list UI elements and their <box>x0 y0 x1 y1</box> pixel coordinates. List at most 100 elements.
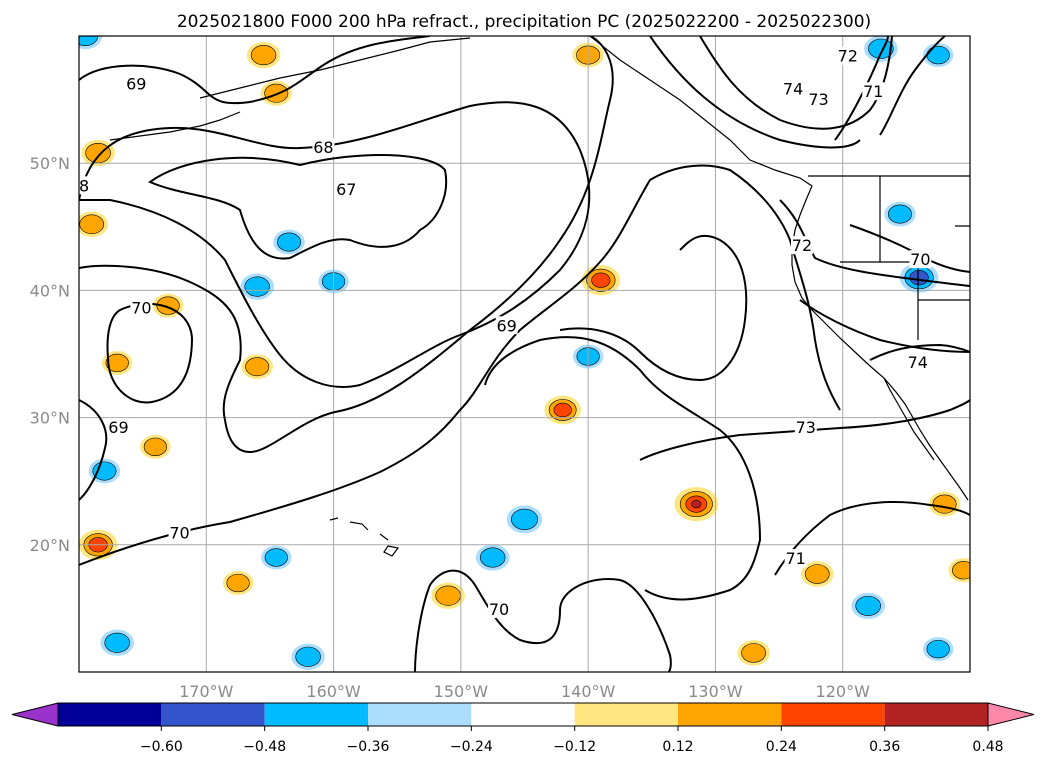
precip-level <box>295 646 321 667</box>
lon-tick-label: 170°W <box>179 682 234 701</box>
precip-blob <box>261 545 292 570</box>
contour-73-south <box>639 399 970 461</box>
lat-tick-label: 30°N <box>30 409 70 428</box>
precip-blob <box>101 350 133 375</box>
contour-73-east <box>799 299 970 353</box>
precip-level <box>277 232 301 252</box>
lat-tick-label: 40°N <box>30 281 70 300</box>
colorbar-bin <box>884 703 988 726</box>
precip-blob <box>948 558 970 583</box>
precip-blob <box>431 582 465 609</box>
contour-71-south <box>774 501 970 576</box>
contour-label-bg <box>495 316 518 335</box>
contour-label-bg <box>862 82 885 101</box>
contour-label: 68 <box>69 176 89 195</box>
contour-70-west <box>79 36 614 454</box>
contour-label: 70 <box>131 298 151 317</box>
contour-label-bg <box>335 180 358 199</box>
precip-blob <box>737 640 770 666</box>
precip-blob <box>800 561 834 587</box>
contour-label: 72 <box>838 47 858 66</box>
precip-blob <box>851 592 885 619</box>
precip-level <box>92 461 117 481</box>
chart-title: 2025021800 F000 200 hPa refract., precip… <box>177 12 871 32</box>
precip-blob <box>246 41 281 69</box>
contour-label-bg <box>784 549 807 568</box>
colorbar-tick-label: 0.36 <box>869 739 900 755</box>
contour-label-bg <box>168 523 191 542</box>
precip-level <box>105 353 129 373</box>
precip-level <box>264 548 288 567</box>
contour-70-east <box>484 336 762 601</box>
colorbar-bin <box>58 703 162 726</box>
precip-blob <box>260 80 293 106</box>
lat-tick-label: 50°N <box>30 154 70 173</box>
hawaii-islands <box>329 517 400 557</box>
precip-level <box>143 437 167 457</box>
precip-level <box>250 45 277 66</box>
contour-69-north <box>79 36 431 105</box>
latitude-ticks: 50°N 40°N 30°N 20°N <box>30 154 70 555</box>
precip-level <box>888 204 912 224</box>
colorbar-tick-label: 0.12 <box>662 739 693 755</box>
contour-70-southwest <box>414 569 672 672</box>
colorbar-extend-max <box>987 702 1035 727</box>
colorbar-tick-label: 0.48 <box>972 739 1003 755</box>
contour-label: 70 <box>169 524 189 543</box>
precip-level <box>553 402 572 418</box>
colorbar-extend-min <box>11 702 59 727</box>
contour-label: 69 <box>108 418 128 437</box>
precip-level <box>691 500 702 509</box>
precip-level <box>741 643 766 663</box>
colorbar-tick-label: 0.24 <box>766 739 797 755</box>
precip-level <box>245 357 270 377</box>
contour-label-bg <box>807 89 830 108</box>
precip-level <box>926 639 950 659</box>
precip-blob <box>240 273 274 300</box>
contour-label: 73 <box>808 90 828 109</box>
longitude-ticks: 170°W 160°W 150°W 140°W 130°W 120°W <box>179 682 870 701</box>
colorbar-tick-label: −0.12 <box>553 739 596 755</box>
precip-blob <box>674 486 719 522</box>
precip-level <box>932 494 957 514</box>
precip-level <box>244 276 270 297</box>
precip-level <box>435 585 461 606</box>
precip-level <box>804 564 830 584</box>
contour-label-bg <box>488 599 511 618</box>
contour-74-north <box>699 36 893 130</box>
colorbar-tick-label: −0.24 <box>450 739 493 755</box>
contour-label: 69 <box>126 75 146 94</box>
colorbar-tick-label: −0.48 <box>243 739 286 755</box>
precip-level <box>85 143 111 164</box>
colorbar-bin <box>781 703 885 726</box>
precip-level <box>926 45 950 65</box>
colorbar: −0.60 −0.48 −0.36 −0.24 −0.12 0.12 0.24 0.36 0.4… <box>11 702 1035 755</box>
contour-73-north <box>649 36 861 149</box>
precip-blob <box>79 36 103 50</box>
contour-label: 71 <box>863 82 883 101</box>
precip-blob <box>291 643 325 670</box>
precip-blob <box>100 629 134 656</box>
lon-tick-label: 150°W <box>434 682 489 701</box>
precip-level <box>479 547 506 568</box>
contour-70-north-east <box>849 224 970 273</box>
contour-label: 72 <box>792 236 812 255</box>
precip-level <box>264 83 289 103</box>
contour-label: 73 <box>796 418 816 437</box>
precip-level <box>79 214 105 234</box>
precip-blob <box>475 544 510 571</box>
precip-blob <box>928 491 961 517</box>
colorbar-tick-label: −0.60 <box>140 739 183 755</box>
contour-label: 67 <box>336 180 356 199</box>
contour-74-east <box>869 343 970 361</box>
contour-label: 70 <box>489 600 509 619</box>
precip-blob <box>899 262 939 293</box>
contour-label: 74 <box>783 80 803 99</box>
contour-label-bg <box>125 74 148 93</box>
lon-tick-label: 160°W <box>306 682 361 701</box>
contour-70-loop <box>106 302 194 404</box>
colorbar-bin <box>678 703 782 726</box>
precip-level <box>511 508 538 530</box>
contour-72 <box>779 199 970 287</box>
contour-72-north <box>834 36 889 141</box>
